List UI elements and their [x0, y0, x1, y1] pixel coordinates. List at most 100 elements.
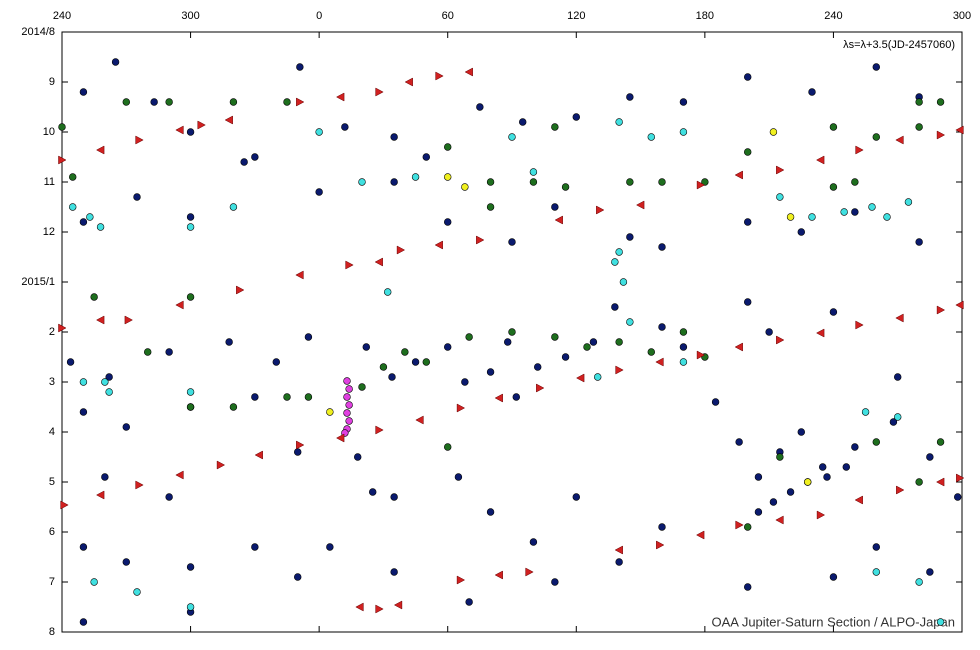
- data-point: [855, 145, 864, 155]
- data-point: [375, 87, 384, 97]
- data-point: [915, 238, 923, 246]
- data-point: [229, 98, 238, 106]
- data-point: [294, 448, 302, 456]
- data-point: [696, 350, 706, 360]
- data-point: [304, 333, 313, 341]
- data-point: [240, 158, 248, 166]
- data-point: [776, 193, 784, 201]
- data-point: [390, 133, 398, 141]
- data-point: [186, 403, 195, 411]
- data-point: [842, 463, 850, 471]
- y-tick-label: 7: [49, 576, 55, 588]
- data-point: [422, 358, 430, 366]
- data-point: [872, 133, 880, 141]
- data-point: [236, 285, 245, 295]
- data-point: [69, 203, 77, 211]
- data-point: [679, 328, 688, 336]
- data-point: [229, 403, 238, 411]
- data-point: [936, 130, 946, 140]
- data-point: [69, 173, 77, 181]
- data-point: [894, 373, 902, 381]
- data-point: [461, 183, 469, 191]
- y-tick-label: 11: [44, 176, 55, 188]
- data-point: [435, 71, 444, 81]
- data-point: [345, 260, 354, 270]
- data-point: [101, 473, 109, 481]
- x-tick-label: 240: [824, 10, 842, 22]
- data-point: [872, 63, 880, 71]
- data-point: [936, 438, 945, 446]
- data-point: [79, 218, 88, 226]
- data-point: [135, 135, 144, 145]
- data-point: [197, 120, 206, 130]
- data-point: [615, 558, 623, 566]
- data-point: [551, 123, 559, 131]
- data-point: [454, 473, 463, 481]
- data-point: [561, 353, 570, 361]
- data-point: [626, 178, 634, 186]
- data-point: [444, 143, 452, 151]
- data-point: [326, 543, 334, 551]
- data-point: [679, 358, 688, 366]
- data-point: [369, 488, 377, 496]
- data-point: [401, 348, 409, 356]
- x-tick-label: 180: [696, 10, 714, 22]
- data-point: [658, 243, 666, 251]
- data-point: [58, 323, 67, 333]
- data-point: [464, 67, 473, 77]
- data-point: [744, 298, 752, 306]
- data-point: [345, 401, 353, 409]
- data-point: [808, 213, 816, 221]
- data-point: [283, 98, 291, 106]
- data-point: [915, 478, 923, 486]
- data-point: [486, 178, 495, 186]
- y-tick-label: 10: [43, 126, 55, 138]
- data-point: [296, 97, 305, 107]
- data-point: [111, 58, 120, 66]
- data-point: [823, 473, 831, 481]
- data-point: [955, 125, 964, 135]
- data-point: [656, 540, 665, 550]
- data-point: [572, 113, 580, 121]
- data-point: [895, 135, 904, 145]
- data-point: [375, 604, 384, 614]
- data-point: [343, 377, 351, 385]
- data-point: [735, 438, 743, 446]
- data-point: [415, 415, 424, 425]
- y-tick-label: 5: [49, 476, 55, 488]
- data-point: [701, 178, 709, 186]
- data-point: [393, 600, 403, 610]
- data-point: [150, 98, 158, 106]
- data-point: [375, 425, 384, 435]
- data-point: [829, 573, 838, 581]
- data-point: [358, 383, 366, 391]
- x-tick-label: 60: [442, 10, 454, 22]
- data-point: [594, 373, 602, 381]
- data-point: [186, 213, 195, 221]
- data-point: [494, 570, 503, 580]
- data-point: [679, 343, 688, 351]
- data-point: [596, 205, 605, 215]
- y-tick-label: 2: [49, 326, 55, 338]
- data-point: [655, 357, 664, 367]
- data-point: [872, 568, 880, 576]
- data-point: [396, 245, 406, 255]
- data-point: [476, 235, 485, 245]
- data-point: [186, 223, 195, 231]
- data-point: [926, 568, 934, 576]
- data-point: [872, 543, 880, 551]
- data-point: [444, 218, 452, 226]
- x-tick-label: 120: [567, 10, 585, 22]
- data-point: [926, 453, 934, 461]
- data-point: [797, 428, 805, 436]
- data-point: [615, 338, 623, 346]
- data-point: [504, 338, 512, 346]
- data-point: [512, 393, 520, 401]
- data-point: [776, 453, 784, 461]
- data-point: [465, 598, 473, 606]
- data-point: [868, 203, 876, 211]
- data-point: [186, 563, 195, 571]
- data-point: [216, 460, 226, 470]
- data-point: [105, 373, 113, 381]
